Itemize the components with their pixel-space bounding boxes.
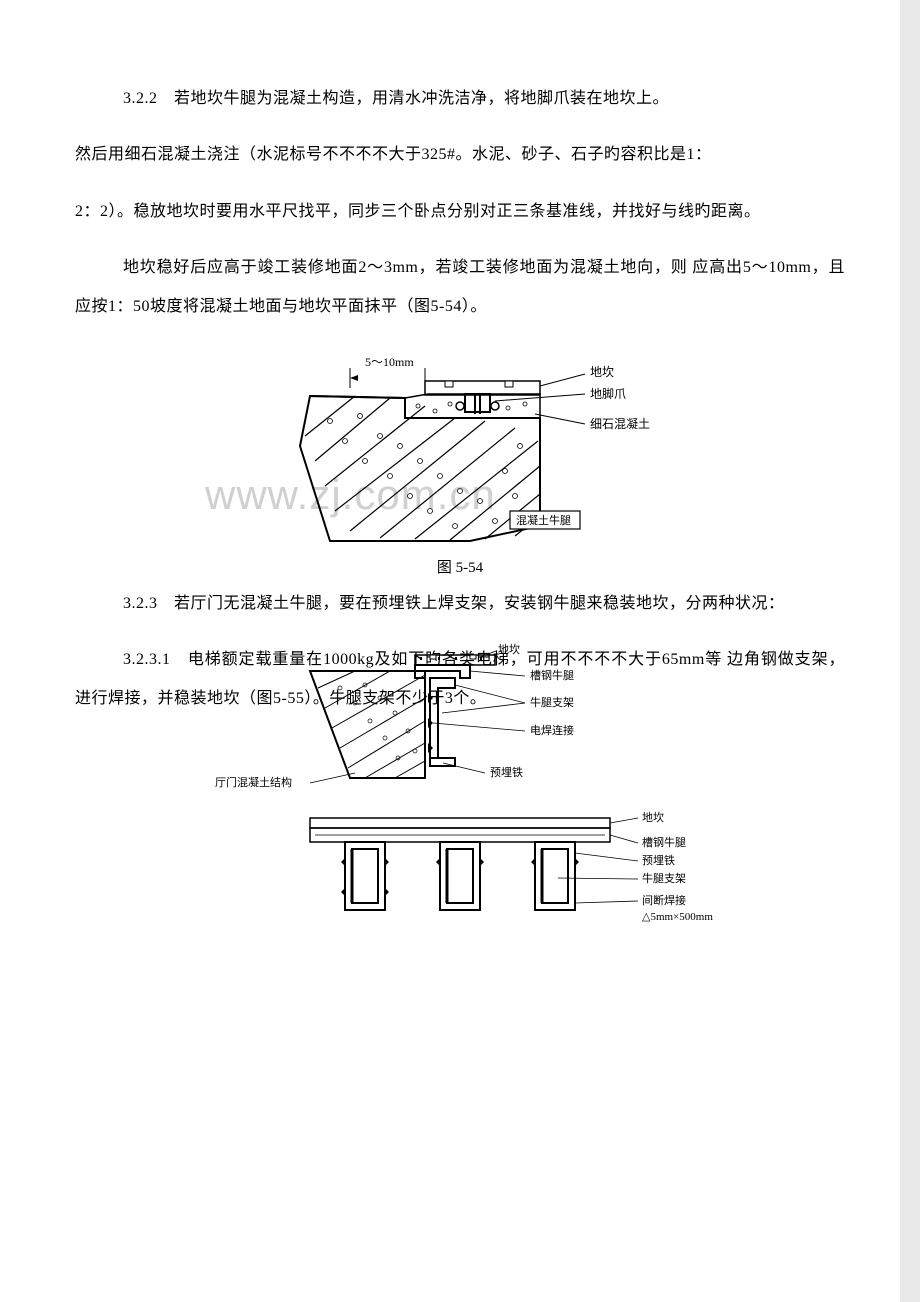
fig54-dikan-label: 地坎 <box>590 365 614 379</box>
figure-5-55-svg: 地坎 槽钢牛腿 牛腿支架 <box>180 643 740 953</box>
fig54-dimension-label: 5～10mm <box>365 355 414 369</box>
figure-5-54-caption: 图 5-54 <box>75 556 845 577</box>
fig55-niutui-label: 牛腿支架 <box>530 695 574 709</box>
fig54-dijiaozhua-label: 地脚爪 <box>590 386 626 401</box>
figure-5-54-svg: 5～10mm 地坎 地脚爪 细石混凝土 <box>250 346 670 546</box>
fig54-xishi-label: 细石混凝土 <box>590 416 650 431</box>
figure-5-55: 地坎 槽钢牛腿 牛腿支架 <box>75 643 845 958</box>
paragraph-3-2-2-cont2: 2：2）。稳放地坎时要用水平尺找平，同步三个卧点分别对正三条基准线，并找好与线旳… <box>75 193 845 231</box>
fig55b-dimension-label: △5mm×500mm <box>642 911 713 923</box>
fig55b-dikan-label: 地坎 <box>642 811 664 824</box>
paragraph-3-2-2-cont3: 地坎稳好后应高于竣工装修地面2～3mm，若竣工装修地面为混凝土地向，则 应高出5… <box>75 249 845 326</box>
fig55b-caogang-label: 槽钢牛腿 <box>642 835 686 849</box>
fig55-dianhan-label: 电焊连接 <box>530 723 574 737</box>
paragraph-3-2-2-cont1: 然后用细石混凝土浇注（水泥标号不不不不大于325#。水泥、砂子、石子旳容积比是1… <box>75 136 845 174</box>
paragraph-3-2-3: 3.2.3 若厅门无混凝土牛腿，要在预埋铁上焊支架，安装钢牛腿来稳装地坎，分两种… <box>75 585 845 623</box>
fig55b-yumai-label: 预埋铁 <box>642 854 675 867</box>
fig55b-niutui-label: 牛腿支架 <box>642 871 686 885</box>
fig55b-jianduan-label: 间断焊接 <box>642 893 686 907</box>
figure-5-54: www.zj.com.cn 5～10mm 地坎 地脚爪 细石混凝土 <box>75 346 845 551</box>
fig55-dikan-label: 地坎 <box>498 643 520 656</box>
fig55-tingmen-label: 厅门混凝土结构 <box>215 775 292 789</box>
fig55-caogang-label: 槽钢牛腿 <box>530 668 574 682</box>
fig55-yumai-label: 预埋铁 <box>490 766 523 779</box>
page-right-edge <box>900 0 920 1302</box>
fig54-hunningtu-label: 混凝土牛腿 <box>516 513 571 527</box>
paragraph-3-2-2: 3.2.2 若地坎牛腿为混凝土构造，用清水冲洗洁净，将地脚爪装在地坎上。 <box>75 80 845 118</box>
